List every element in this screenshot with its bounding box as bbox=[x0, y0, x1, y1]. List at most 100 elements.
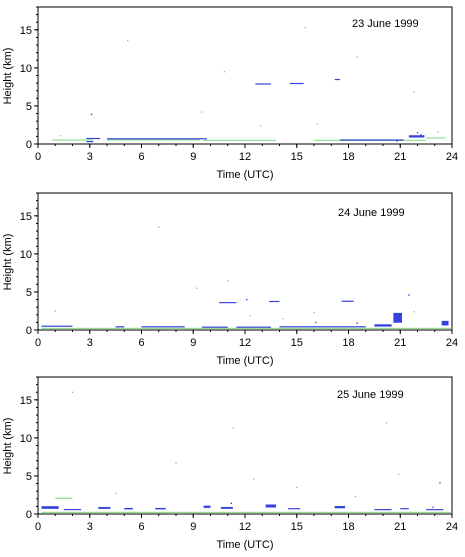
y-tick-label: 10 bbox=[20, 249, 32, 261]
y-tick-label: 5 bbox=[26, 101, 32, 113]
x-tick-label: 15 bbox=[291, 521, 303, 533]
faint-echo-point bbox=[223, 71, 225, 73]
cloud-layer bbox=[289, 82, 304, 85]
faint-echo-point bbox=[296, 486, 298, 489]
x-tick-label: 18 bbox=[342, 521, 354, 533]
x-tick-label: 18 bbox=[342, 337, 354, 349]
faint-echo-point bbox=[413, 311, 415, 313]
x-axis-title: Time (UTC) bbox=[216, 355, 273, 367]
cloud-point bbox=[396, 140, 398, 142]
faint-echo-point bbox=[354, 495, 357, 498]
cloud-point bbox=[408, 294, 410, 296]
cloud-layer bbox=[341, 300, 354, 302]
cloud-layer bbox=[141, 326, 185, 328]
y-axis-title: Height (km) bbox=[2, 234, 14, 291]
x-tick-label: 0 bbox=[35, 151, 41, 163]
cloud-layer bbox=[393, 312, 402, 323]
faint-echo-point bbox=[201, 111, 203, 113]
panel-23-june: 0 3 6 9 12 15 18 21 24 0 5 10 15 23 June 1999 Time … bbox=[2, 6, 458, 181]
faint-echo-point bbox=[127, 39, 129, 42]
data-marks bbox=[51, 26, 446, 143]
faint-echo-layer bbox=[426, 137, 446, 139]
x-axis-ticks: 0 3 6 9 12 15 18 21 24 bbox=[35, 514, 458, 533]
x-axis-ticks: 0 3 6 9 12 15 18 21 24 bbox=[35, 330, 458, 349]
panel-annotation: 25 June 1999 bbox=[337, 389, 404, 401]
x-tick-label: 21 bbox=[394, 151, 406, 163]
cloud-layer bbox=[441, 320, 449, 326]
faint-echo-point bbox=[356, 56, 358, 58]
faint-echo-layer bbox=[41, 511, 452, 513]
y-axis-ticks: 0 5 10 15 bbox=[20, 376, 38, 521]
panel-25-june: 0 3 6 9 12 15 18 21 24 0 5 10 15 25 June 1999 Time … bbox=[2, 376, 458, 551]
x-tick-label: 0 bbox=[35, 521, 41, 533]
faint-echo-point bbox=[227, 279, 229, 282]
cloud-layer bbox=[374, 509, 392, 511]
y-tick-label: 15 bbox=[20, 395, 32, 407]
x-tick-label: 24 bbox=[446, 151, 458, 163]
faint-echo-layer bbox=[51, 139, 94, 141]
faint-echo-point bbox=[54, 310, 56, 312]
faint-echo-point bbox=[232, 427, 234, 429]
x-tick-label: 12 bbox=[239, 337, 251, 349]
x-axis-title: Time (UTC) bbox=[216, 169, 273, 181]
x-axis-title: Time (UTC) bbox=[216, 539, 273, 551]
y-axis-title: Height (km) bbox=[2, 418, 14, 475]
faint-echo-point bbox=[413, 91, 415, 93]
faint-echo-point bbox=[282, 317, 284, 320]
cloud-layer bbox=[98, 506, 111, 509]
cloud-point bbox=[420, 134, 422, 136]
y-tick-label: 10 bbox=[20, 433, 32, 445]
faint-echo-point bbox=[249, 314, 251, 317]
x-tick-label: 9 bbox=[190, 521, 196, 533]
x-axis-ticks: 0 3 6 9 12 15 18 21 24 bbox=[35, 144, 458, 163]
x-tick-label: 0 bbox=[35, 337, 41, 349]
cloud-point bbox=[416, 131, 419, 134]
x-tick-label: 12 bbox=[239, 151, 251, 163]
faint-echo-point bbox=[158, 226, 160, 228]
faint-echo-layer bbox=[55, 497, 73, 499]
cloud-layer bbox=[269, 300, 280, 303]
x-tick-label: 6 bbox=[138, 521, 144, 533]
faint-echo-point bbox=[175, 462, 177, 464]
cloud-layer bbox=[288, 508, 301, 510]
cloud-layer bbox=[236, 326, 271, 328]
cloud-point bbox=[230, 502, 232, 505]
x-tick-label: 9 bbox=[190, 337, 196, 349]
x-tick-label: 3 bbox=[87, 521, 93, 533]
x-tick-label: 24 bbox=[446, 337, 458, 349]
cloud-point bbox=[315, 321, 317, 324]
faint-echo-point bbox=[259, 125, 262, 127]
data-marks bbox=[41, 215, 452, 329]
faint-echo-point bbox=[253, 478, 255, 480]
cloud-layer bbox=[265, 504, 277, 508]
cloud-layer bbox=[220, 506, 233, 509]
cloud-layer bbox=[408, 135, 425, 138]
x-tick-label: 3 bbox=[87, 151, 93, 163]
x-tick-label: 6 bbox=[138, 151, 144, 163]
cloud-point bbox=[439, 482, 441, 484]
faint-echo-point bbox=[397, 473, 400, 476]
cloud-layer bbox=[334, 506, 346, 509]
panel-annotation: 23 June 1999 bbox=[352, 18, 419, 30]
cloud-layer bbox=[400, 508, 409, 510]
cloud-layer bbox=[279, 326, 366, 328]
cloud-layer bbox=[124, 507, 133, 510]
faint-echo-layer bbox=[41, 327, 452, 329]
faint-echo-point bbox=[196, 287, 198, 289]
cloud-point bbox=[356, 322, 358, 324]
faint-echo-point bbox=[115, 492, 117, 495]
y-tick-label: 10 bbox=[20, 63, 32, 75]
x-tick-label: 21 bbox=[394, 521, 406, 533]
y-tick-label: 0 bbox=[26, 325, 32, 337]
cloud-layer bbox=[86, 137, 101, 140]
cloud-layer bbox=[201, 326, 228, 328]
faint-echo-point bbox=[71, 391, 74, 393]
cloud-layer bbox=[334, 78, 340, 81]
y-axis-ticks: 0 5 10 15 bbox=[20, 6, 38, 151]
cloud-layer bbox=[155, 507, 166, 510]
faint-echo-point bbox=[365, 215, 367, 217]
cloud-layer bbox=[107, 138, 208, 140]
faint-echo-layer bbox=[203, 139, 277, 142]
cloud-layer bbox=[255, 83, 271, 85]
